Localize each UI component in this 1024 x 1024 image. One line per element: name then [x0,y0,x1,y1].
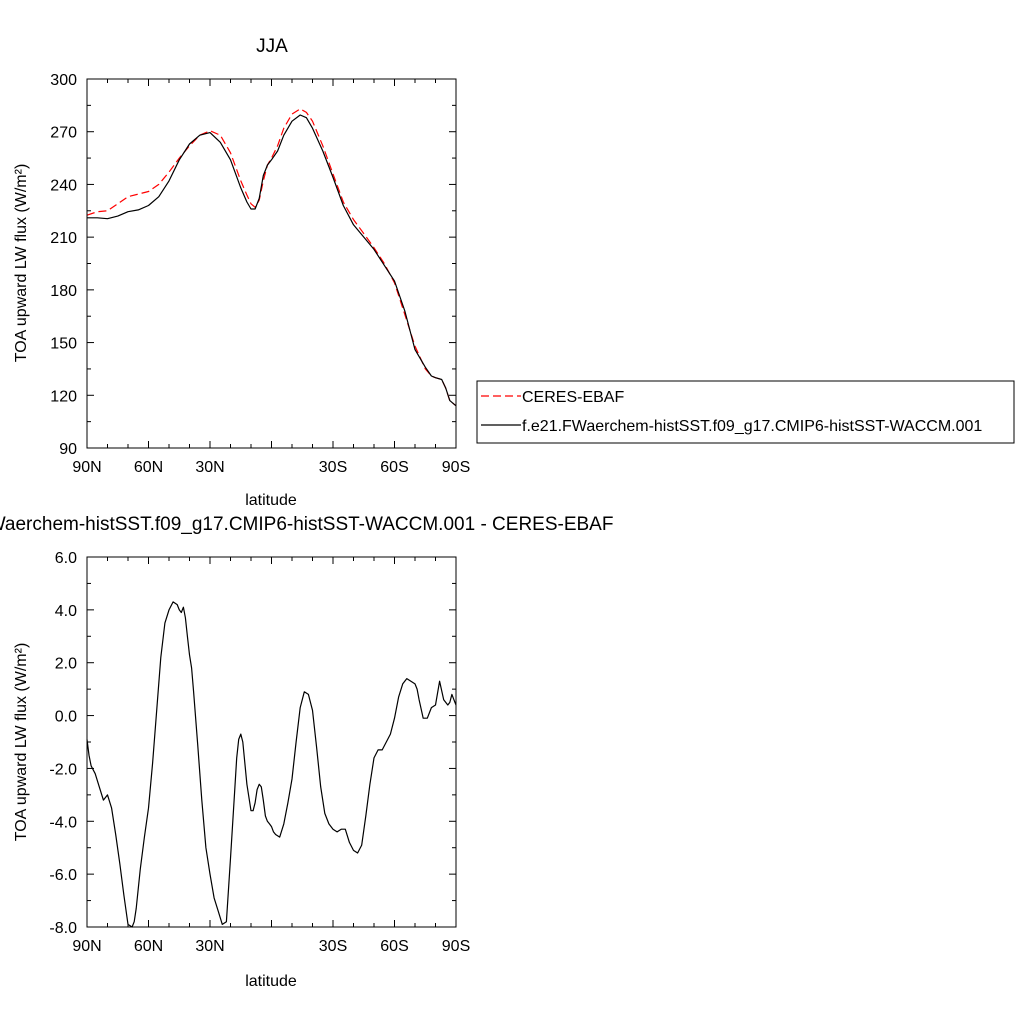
y-tick-label: 300 [50,72,77,89]
x-tick-label: 30S [319,938,347,955]
top-series [86,108,457,407]
y-tick-label: -2.0 [49,761,77,778]
y-tick-label: 210 [50,230,77,247]
y-tick-label: 4.0 [55,603,77,620]
bottom-x-axis-label: latitude [245,973,297,990]
bottom-y-axis-label: TOA upward LW flux (W/m²) [13,643,30,842]
x-tick-label: 30S [319,459,347,476]
top-ticks: 90N 60N 30N 30S 60S 90S 90 120 150 180 210 240 270 30… [50,72,470,476]
bottom-series [86,601,457,928]
y-tick-label: 150 [50,336,77,353]
legend: CERES-EBAF f.e21.FWaerchem-histSST.f09_g… [476,380,1015,444]
series-line-model [86,601,457,928]
x-tick-label: 90S [442,459,470,476]
y-tick-label: 120 [50,388,77,405]
bottom-ticks: 90N 60N 30N 30S 60S 90S -8.0 -6.0 -4.0 -2.0 0.0 2.0… [49,550,470,955]
y-tick-label: 0.0 [55,709,77,726]
top-plot-frame [86,78,457,449]
y-tick-label: -6.0 [49,867,77,884]
y-tick-label: 180 [50,283,77,300]
y-tick-label: 2.0 [55,656,77,673]
legend-label-model: f.e21.FWaerchem-histSST.f09_g17.CMIP6-hi… [522,418,982,435]
y-tick-label: 270 [50,125,77,142]
legend-label-ceres: CERES-EBAF [522,389,624,406]
x-tick-label: 60N [134,459,163,476]
x-tick-label: 90N [72,938,101,955]
x-tick-label: 30N [195,938,224,955]
top-y-axis-label: TOA upward LW flux (W/m²) [13,164,30,363]
x-tick-label: 90S [442,938,470,955]
difference-panel: f.e21.FWaerchem-histSST.f09_g17.CMIP6-hi… [0,514,613,990]
x-tick-label: 60S [380,459,408,476]
y-tick-label: 90 [59,441,77,458]
y-tick-label: -8.0 [49,920,77,937]
bottom-plot-frame [86,556,457,928]
series-line-ceres [86,108,457,407]
x-tick-label: 90N [72,459,101,476]
y-tick-label: -4.0 [49,814,77,831]
legend-box [476,380,1015,444]
y-tick-label: 240 [50,177,77,194]
bottom-plot-title: f.e21.FWaerchem-histSST.f09_g17.CMIP6-hi… [0,514,613,535]
jja-flux-panel: JJA latitude TOA upward LW flux (W/m²) 9… [13,36,470,509]
x-tick-label: 30N [195,459,224,476]
y-tick-label: 6.0 [55,550,77,567]
top-plot-title: JJA [256,36,288,57]
top-x-axis-label: latitude [245,492,297,509]
series-line-model [87,114,457,407]
x-tick-label: 60N [134,938,163,955]
x-tick-label: 60S [380,938,408,955]
